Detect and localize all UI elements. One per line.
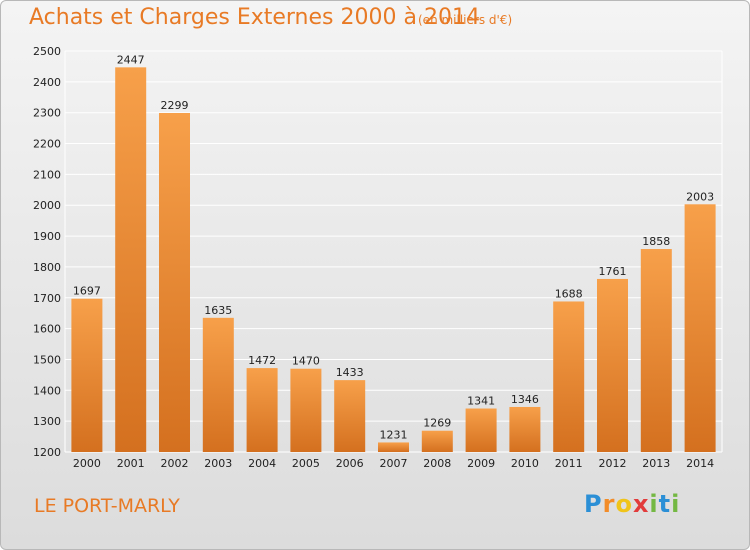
y-tick-label: 2400 bbox=[33, 76, 61, 89]
logo-letter: i bbox=[671, 490, 681, 518]
bar-value-label: 2447 bbox=[117, 53, 145, 66]
y-tick-label: 1600 bbox=[33, 323, 61, 336]
y-tick-label: 1800 bbox=[33, 261, 61, 274]
x-tick-label: 2000 bbox=[73, 457, 101, 470]
chart-subtitle: (en milliers d'€) bbox=[418, 13, 513, 27]
x-tick-label: 2001 bbox=[117, 457, 145, 470]
bar-value-label: 1341 bbox=[467, 395, 495, 408]
logo-letter: o bbox=[615, 490, 633, 518]
bar-2008 bbox=[421, 430, 453, 452]
x-tick-label: 2009 bbox=[467, 457, 495, 470]
bars: 1697 2447 2299 1635 1472 1470 1433 1231 1269 1341… bbox=[71, 53, 716, 453]
bar-2011 bbox=[553, 301, 585, 452]
bar-value-label: 1688 bbox=[555, 287, 583, 300]
y-tick-label: 2200 bbox=[33, 138, 61, 151]
bar-value-label: 1346 bbox=[511, 393, 539, 406]
logo-letter: x bbox=[632, 490, 650, 518]
bar-2009 bbox=[465, 408, 497, 452]
y-tick-label: 1200 bbox=[33, 446, 61, 459]
bar-2012 bbox=[597, 278, 628, 452]
y-tick-label: 1700 bbox=[33, 292, 61, 305]
x-tick-label: 2006 bbox=[336, 457, 364, 470]
x-tick-label: 2013 bbox=[642, 457, 670, 470]
y-tick-label: 1300 bbox=[33, 415, 61, 428]
x-tick-label: 2005 bbox=[292, 457, 320, 470]
x-tick-label: 2012 bbox=[599, 457, 627, 470]
y-axis-ticks: 1200 1300 1400 1500 1600 1700 1800 1900 2000 2100… bbox=[33, 45, 61, 459]
bar-value-label: 1231 bbox=[380, 428, 408, 441]
bar-value-label: 1858 bbox=[642, 235, 670, 248]
logo-letter: r bbox=[602, 490, 616, 518]
y-tick-label: 2500 bbox=[33, 45, 61, 58]
x-tick-label: 2004 bbox=[248, 457, 276, 470]
bar-2003 bbox=[202, 317, 234, 452]
logo-letter: P bbox=[584, 490, 603, 518]
y-tick-label: 1400 bbox=[33, 384, 61, 397]
y-tick-label: 2000 bbox=[33, 199, 61, 212]
bar-value-label: 1697 bbox=[73, 285, 101, 298]
x-tick-label: 2010 bbox=[511, 457, 539, 470]
y-tick-label: 1900 bbox=[33, 230, 61, 243]
bar-2005 bbox=[290, 368, 322, 452]
bar-2000 bbox=[71, 298, 103, 452]
bar-value-label: 1433 bbox=[336, 366, 364, 379]
x-tick-label: 2014 bbox=[686, 457, 714, 470]
proxiti-logo: Proxiti bbox=[584, 490, 680, 518]
x-tick-label: 2007 bbox=[380, 457, 408, 470]
bar-2010 bbox=[509, 406, 541, 452]
y-tick-label: 2300 bbox=[33, 107, 61, 120]
bar-value-label: 1269 bbox=[423, 417, 451, 430]
bar-2002 bbox=[159, 113, 190, 453]
x-tick-label: 2008 bbox=[423, 457, 451, 470]
bar-value-label: 2003 bbox=[686, 190, 714, 203]
bar-value-label: 1761 bbox=[599, 265, 627, 278]
bar-2001 bbox=[115, 67, 147, 453]
x-axis-ticks: 2000 2001 2002 2003 2004 2005 2006 2007 2008 2009… bbox=[73, 457, 714, 470]
y-tick-label: 2100 bbox=[33, 168, 61, 181]
y-tick-label: 1500 bbox=[33, 353, 61, 366]
x-tick-label: 2011 bbox=[555, 457, 583, 470]
bar-value-label: 2299 bbox=[161, 99, 189, 112]
x-tick-label: 2002 bbox=[161, 457, 189, 470]
x-tick-label: 2003 bbox=[204, 457, 232, 470]
bar-value-label: 1470 bbox=[292, 355, 320, 368]
bar-2007 bbox=[378, 442, 409, 452]
commune-name: LE PORT-MARLY bbox=[34, 495, 180, 517]
logo-letter: i bbox=[649, 490, 659, 518]
bar-2006 bbox=[334, 380, 366, 452]
bar-value-label: 1635 bbox=[204, 304, 232, 317]
bar-value-label: 1472 bbox=[248, 354, 276, 367]
bar-2014 bbox=[684, 204, 716, 452]
chart-title: Achats et Charges Externes 2000 à 2014 bbox=[29, 5, 480, 30]
bar-2004 bbox=[246, 368, 278, 452]
logo-letter: t bbox=[658, 490, 672, 518]
bar-2013 bbox=[640, 249, 672, 452]
